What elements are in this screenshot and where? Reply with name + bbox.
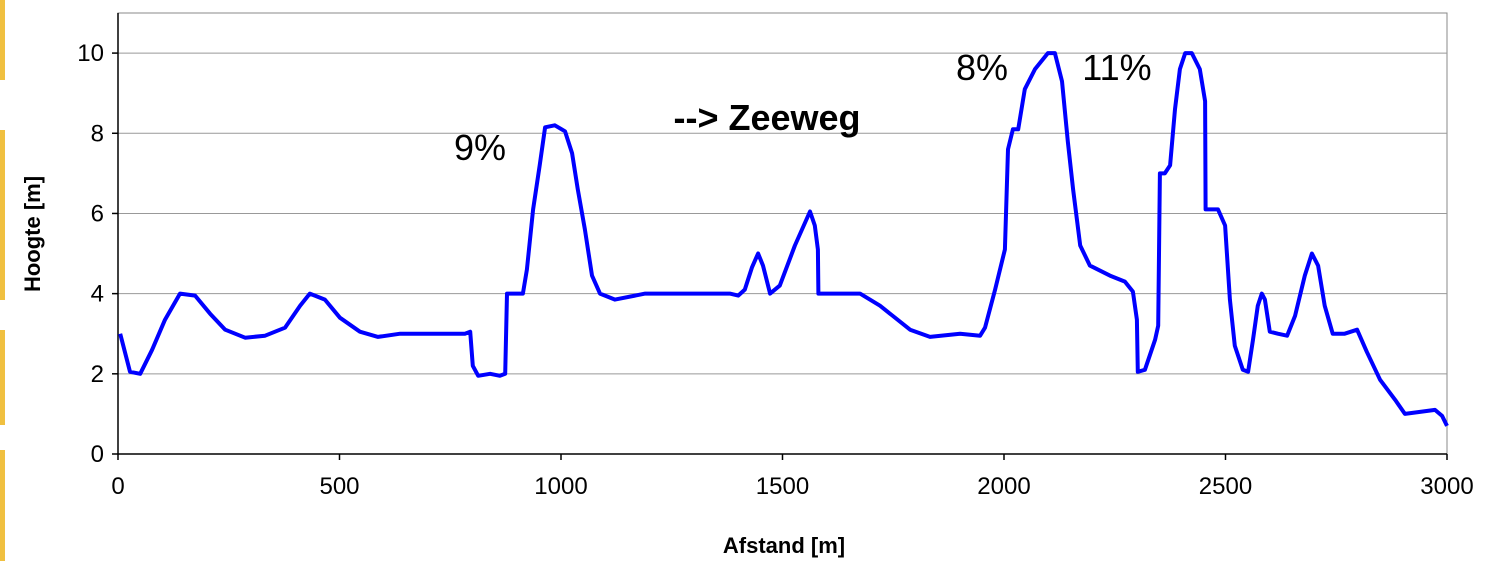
x-axis-title: Afstand [m] [723, 533, 845, 558]
x-tick-label: 2500 [1199, 473, 1252, 500]
y-axis-title: Hoogte [m] [20, 176, 45, 292]
plot-frame [117, 12, 1448, 455]
edge-strip [0, 130, 5, 300]
x-tick-label: 500 [319, 473, 359, 500]
annotation: 11% [1082, 47, 1151, 88]
y-tick-label: 6 [91, 200, 104, 227]
annotation: --> Zeeweg [673, 97, 860, 138]
annotation: 9% [454, 127, 506, 168]
x-tick-label: 0 [111, 473, 124, 500]
x-tick-label: 2000 [977, 473, 1030, 500]
x-tick-label: 1000 [534, 473, 587, 500]
elevation-line [118, 51, 1449, 427]
y-tick-label: 2 [91, 361, 104, 388]
x-tick-label: 1500 [756, 473, 809, 500]
y-tick-label: 4 [91, 281, 104, 308]
edge-strip [0, 330, 5, 425]
y-tick-label: 10 [77, 40, 104, 67]
x-tick-label: 3000 [1420, 473, 1473, 500]
edge-strip [0, 0, 5, 80]
y-tick-label: 8 [91, 120, 104, 147]
y-tick-label: 0 [91, 441, 104, 468]
annotation: 8% [956, 47, 1008, 88]
edge-strip [0, 450, 5, 561]
